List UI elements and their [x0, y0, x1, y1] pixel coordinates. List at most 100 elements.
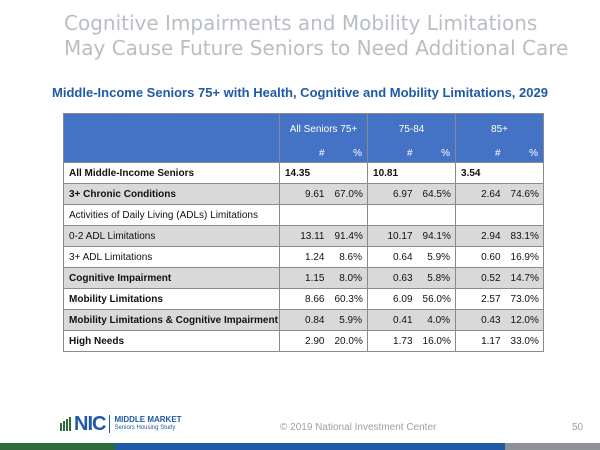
table-row: Mobility Limitations & Cognitive Impairm… — [63, 309, 545, 331]
cell-percent: 83.1% — [505, 225, 545, 247]
row-label: High Needs — [63, 330, 280, 352]
subheader-blank — [63, 144, 280, 163]
cell-percent: 67.0% — [329, 183, 369, 205]
footer-bar — [0, 443, 600, 450]
footer-bar-gray — [505, 443, 600, 450]
cell-percent: 8.0% — [329, 267, 369, 289]
cell-count: 2.57 — [455, 288, 506, 310]
row-label: Cognitive Impairment — [63, 267, 280, 289]
subheader-percent: % — [417, 144, 457, 163]
cell-percent: 74.6% — [505, 183, 545, 205]
cell-percent — [505, 162, 545, 184]
logo-subtitle-line1: MIDDLE MARKET — [114, 415, 182, 424]
cell-percent — [329, 162, 369, 184]
nic-logo: NIC MIDDLE MARKET Seniors Housing Study — [60, 413, 182, 435]
row-label: 3+ Chronic Conditions — [63, 183, 280, 205]
table-row: 0-2 ADL Limitations 13.11 91.4% 10.17 94… — [63, 225, 545, 247]
slide-title-line1: Cognitive Impairments and Mobility Limit… — [64, 11, 538, 35]
table-row: Cognitive Impairment 1.15 8.0% 0.63 5.8%… — [63, 267, 545, 289]
footer-bar-blue — [115, 443, 505, 450]
cell-count: 0.41 — [367, 309, 418, 331]
cell-percent: 94.1% — [417, 225, 457, 247]
cell-count: 8.66 — [279, 288, 330, 310]
cell-percent: 64.5% — [417, 183, 457, 205]
cell-percent: 73.0% — [505, 288, 545, 310]
subheader-count: # — [455, 144, 506, 163]
header-group-85-plus: 85+ — [455, 113, 545, 144]
cell-percent: 33.0% — [505, 330, 545, 352]
table-title: Middle-Income Seniors 75+ with Health, C… — [52, 85, 548, 100]
table-row: 3+ ADL Limitations 1.24 8.6% 0.64 5.9% 0… — [63, 246, 545, 268]
cell-count: 13.11 — [279, 225, 330, 247]
copyright-text: © 2019 National Investment Center — [280, 422, 437, 433]
cell-count: 10.81 — [367, 162, 418, 184]
cell-count: 0.63 — [367, 267, 418, 289]
cell-percent: 16.9% — [505, 246, 545, 268]
cell-count: 6.09 — [367, 288, 418, 310]
subheader-percent: % — [329, 144, 369, 163]
cell-percent: 5.9% — [329, 309, 369, 331]
cell-percent: 12.0% — [505, 309, 545, 331]
slide-title-line2: May Cause Future Seniors to Need Additio… — [64, 36, 569, 60]
cell-count: 6.97 — [367, 183, 418, 205]
cell-count: 3.54 — [455, 162, 506, 184]
footer-bar-green — [0, 443, 115, 450]
cell-count: 2.90 — [279, 330, 330, 352]
cell-count: 0.43 — [455, 309, 506, 331]
cell-count: 0.84 — [279, 309, 330, 331]
cell-percent: 8.6% — [329, 246, 369, 268]
subheader-count: # — [367, 144, 418, 163]
cell-percent — [417, 162, 457, 184]
cell-count: 14.35 — [279, 162, 330, 184]
cell-percent: 91.4% — [329, 225, 369, 247]
table-row: High Needs 2.90 20.0% 1.73 16.0% 1.17 33… — [63, 330, 545, 352]
cell-count: 1.73 — [367, 330, 418, 352]
cell-count: 1.15 — [279, 267, 330, 289]
table-row: Activities of Daily Living (ADLs) Limita… — [63, 204, 545, 226]
header-blank — [63, 113, 280, 144]
table-row: All Middle-Income Seniors 14.35 10.81 3.… — [63, 162, 545, 184]
cell-count: 0.52 — [455, 267, 506, 289]
page-number: 50 — [572, 422, 584, 433]
cell-count — [367, 204, 418, 226]
nic-logo-text: NIC — [74, 412, 106, 435]
cell-percent — [329, 204, 369, 226]
cell-percent: 20.0% — [329, 330, 369, 352]
table-row: 3+ Chronic Conditions 9.61 67.0% 6.97 64… — [63, 183, 545, 205]
cell-count: 2.94 — [455, 225, 506, 247]
data-table: All Seniors 75+ 75-84 85+ # % # % # % Al… — [63, 113, 545, 352]
cell-count: 2.64 — [455, 183, 506, 205]
table-row: Mobility Limitations 8.66 60.3% 6.09 56.… — [63, 288, 545, 310]
row-label: 3+ ADL Limitations — [63, 246, 280, 268]
cell-percent: 14.7% — [505, 267, 545, 289]
cell-percent — [417, 204, 457, 226]
cell-count: 0.60 — [455, 246, 506, 268]
header-group-75-84: 75-84 — [367, 113, 457, 144]
row-label: Mobility Limitations & Cognitive Impairm… — [63, 309, 280, 331]
table-header-row: All Seniors 75+ 75-84 85+ — [63, 113, 545, 144]
cell-count: 1.24 — [279, 246, 330, 268]
logo-subtitle-line2: Seniors Housing Study — [114, 425, 176, 431]
cell-percent: 16.0% — [417, 330, 457, 352]
cell-count: 10.17 — [367, 225, 418, 247]
row-label: Mobility Limitations — [63, 288, 280, 310]
row-label: 0-2 ADL Limitations — [63, 225, 280, 247]
nic-logo-icon — [60, 417, 71, 431]
subheader-count: # — [279, 144, 330, 163]
cell-percent — [505, 204, 545, 226]
cell-count — [279, 204, 330, 226]
cell-percent: 5.8% — [417, 267, 457, 289]
row-label: All Middle-Income Seniors — [63, 162, 280, 184]
slide-title: Cognitive Impairments and Mobility Limit… — [64, 11, 584, 61]
logo-subtitle: MIDDLE MARKET Seniors Housing Study — [114, 415, 181, 433]
cell-count: 9.61 — [279, 183, 330, 205]
cell-percent: 4.0% — [417, 309, 457, 331]
cell-count — [455, 204, 506, 226]
subheader-percent: % — [505, 144, 545, 163]
cell-percent: 5.9% — [417, 246, 457, 268]
cell-count: 1.17 — [455, 330, 506, 352]
cell-count: 0.64 — [367, 246, 418, 268]
cell-percent: 60.3% — [329, 288, 369, 310]
logo-divider — [109, 415, 111, 433]
cell-percent: 56.0% — [417, 288, 457, 310]
